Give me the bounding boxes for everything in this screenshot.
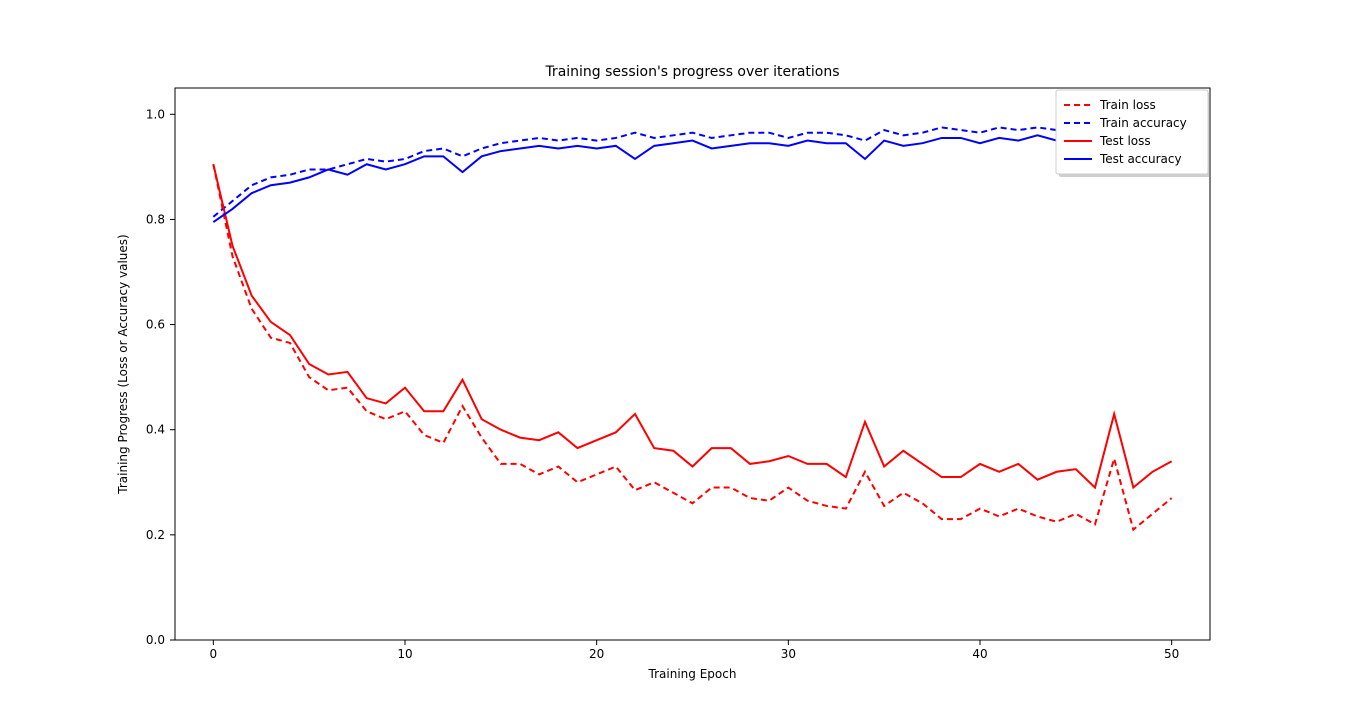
x-tick-label: 40 (972, 647, 987, 661)
training-progress-chart: 0 10 20 30 40 50 0.0 0.2 0.4 0.6 0.8 1.0 Training Ep… (0, 0, 1366, 713)
x-tick-label: 20 (589, 647, 604, 661)
y-tick-label: 0.0 (146, 633, 165, 647)
y-tick-label: 0.8 (146, 212, 165, 226)
series-test-accuracy (213, 135, 1171, 222)
y-tick-label: 1.0 (146, 107, 165, 121)
x-tick-label: 10 (397, 647, 412, 661)
y-axis-label: Training Progress (Loss or Accuracy valu… (116, 234, 130, 494)
y-tick-label: 0.6 (146, 318, 165, 332)
legend-label: Test loss (1099, 134, 1151, 148)
legend-label: Train loss (1099, 98, 1156, 112)
y-tick-label: 0.4 (146, 423, 165, 437)
y-tick-label: 0.2 (146, 528, 165, 542)
x-tick-label: 0 (210, 647, 218, 661)
x-axis-label: Training Epoch (648, 667, 737, 681)
legend-label: Train accuracy (1099, 116, 1187, 130)
x-tick-label: 30 (781, 647, 796, 661)
chart-title: Training session's progress over iterati… (544, 64, 839, 80)
series-test-loss (213, 164, 1171, 487)
series-train-loss (213, 164, 1171, 529)
legend-label: Test accuracy (1099, 152, 1182, 166)
chart-container: 0 10 20 30 40 50 0.0 0.2 0.4 0.6 0.8 1.0 Training Ep… (0, 0, 1366, 713)
x-tick-label: 50 (1164, 647, 1179, 661)
